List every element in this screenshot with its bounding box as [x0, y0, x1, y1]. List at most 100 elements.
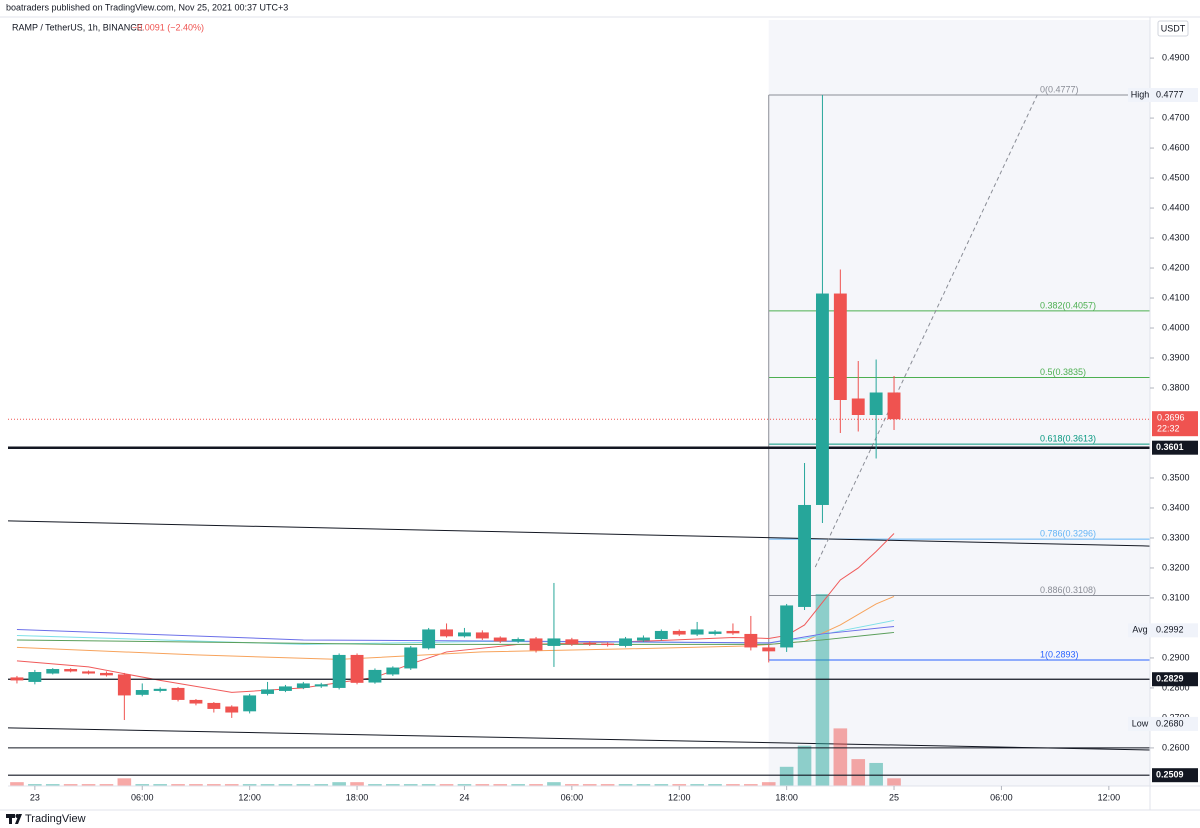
x-tick-label: 23: [30, 792, 40, 802]
candle-body: [10, 677, 24, 681]
candle-body: [153, 688, 167, 691]
y-tick-label: 0.4400: [1162, 202, 1190, 212]
volume-bar: [117, 778, 132, 786]
candle-body: [475, 632, 489, 639]
stat-name: High: [1131, 89, 1150, 99]
candle-body: [82, 671, 95, 674]
volume-bar: [224, 784, 239, 786]
volume-bar: [81, 784, 96, 786]
candle-body: [386, 667, 400, 675]
x-tick-label: 24: [459, 792, 469, 802]
stat-value: 0.2680: [1156, 718, 1184, 728]
fib-label: 0.786(0.3296): [1040, 529, 1096, 539]
volume-bar: [260, 784, 275, 786]
y-tick-label: 0.3900: [1162, 352, 1190, 362]
publisher: boatraders published on TradingView.com,…: [6, 2, 288, 12]
y-tick-label: 0.3800: [1162, 382, 1190, 392]
volume-bar: [332, 782, 346, 786]
volume-bar: [600, 784, 615, 786]
x-tick-label: 12:00: [238, 792, 261, 802]
fib-label: 0.5(0.3835): [1040, 367, 1086, 377]
candle-body: [422, 629, 436, 649]
x-tick-label: 06:00: [131, 792, 154, 802]
stat-value-box: [1152, 87, 1198, 102]
volume-bar: [403, 784, 418, 786]
y-tick-label: 0.2600: [1162, 742, 1190, 752]
stat-name-box: [1128, 623, 1152, 638]
price-badge: [1152, 672, 1198, 687]
stat-name: Low: [1132, 718, 1149, 728]
stat-name: Avg: [1132, 625, 1147, 635]
volume-bar: [708, 784, 722, 786]
volume-bar: [10, 782, 24, 786]
x-tick-label: 25: [889, 792, 899, 802]
x-tick-label: 12:00: [668, 792, 691, 802]
candle-body: [457, 632, 471, 637]
candle-body: [440, 629, 453, 637]
candle-body: [762, 647, 776, 652]
volume-bar: [690, 784, 704, 786]
volume-bar: [851, 759, 866, 786]
volume-bar: [511, 784, 525, 786]
y-tick-label: 0.3500: [1162, 472, 1190, 482]
candle-body: [207, 702, 221, 709]
candle-body: [225, 706, 239, 713]
y-tick-label: 0.3200: [1162, 562, 1190, 572]
price-badge-label: 0.2509: [1156, 770, 1184, 780]
fib-label: 0(0.4777): [1040, 84, 1079, 94]
candle-body: [547, 638, 561, 646]
trend-line: [814, 94, 1038, 568]
y-tick-label: 0.4900: [1162, 52, 1190, 62]
volume-bar: [529, 784, 543, 786]
volume-bar: [28, 784, 42, 786]
candle-body: [887, 392, 901, 420]
fib-background: [768, 20, 1150, 786]
candle-body: [350, 654, 364, 683]
volume-bar: [618, 784, 633, 786]
candle-body: [708, 631, 722, 634]
candle-body: [261, 689, 274, 694]
y-tick-label: 0.4100: [1162, 292, 1190, 302]
logo: [6, 814, 22, 824]
fib-label: 0.886(0.3108): [1040, 585, 1096, 595]
volume-bar: [457, 784, 472, 786]
volume-bar: [797, 745, 812, 786]
chart-title: RAMP / TetherUS, 1h, BINANCE: [12, 22, 143, 32]
volume-bar: [421, 784, 436, 786]
candle-body: [583, 642, 597, 645]
volume-bar: [475, 784, 490, 786]
candle-body: [529, 638, 543, 651]
volume-bar: [135, 784, 150, 786]
candle-body: [28, 672, 42, 682]
volume-bar: [887, 778, 901, 786]
stat-value: 0.2992: [1156, 625, 1184, 635]
fib-label: 0.618(0.3613): [1040, 433, 1096, 443]
candle-body: [189, 699, 203, 704]
price-badge-label: 0.2829: [1156, 674, 1184, 684]
candle-body: [726, 630, 740, 634]
volume-bar: [547, 782, 561, 786]
candle-body: [780, 605, 794, 648]
volume-bar: [242, 784, 257, 786]
volume-bar: [582, 784, 597, 786]
stat-value: 0.4777: [1156, 89, 1184, 99]
y-tick-label: 0.2800: [1162, 682, 1190, 692]
candle-body: [511, 639, 525, 642]
candle-body: [565, 639, 579, 645]
volume-bar: [45, 784, 60, 786]
volume-bar: [636, 784, 651, 786]
price-badge-label: 0.3601: [1156, 442, 1184, 452]
fib-label: 1(0.2893): [1040, 649, 1079, 659]
candle-body: [851, 398, 865, 415]
x-tick-label: 12:00: [1098, 792, 1121, 802]
y-tick-label: 0.3400: [1162, 502, 1190, 512]
candle-body: [279, 686, 292, 691]
candle-body: [64, 669, 78, 672]
volume-bar: [815, 594, 830, 786]
y-tick-label: 0.4000: [1162, 322, 1190, 332]
brand: TradingView: [25, 813, 86, 825]
moving-average: [16, 625, 895, 644]
volume-bar: [153, 784, 167, 786]
price-badge: [1152, 440, 1198, 455]
